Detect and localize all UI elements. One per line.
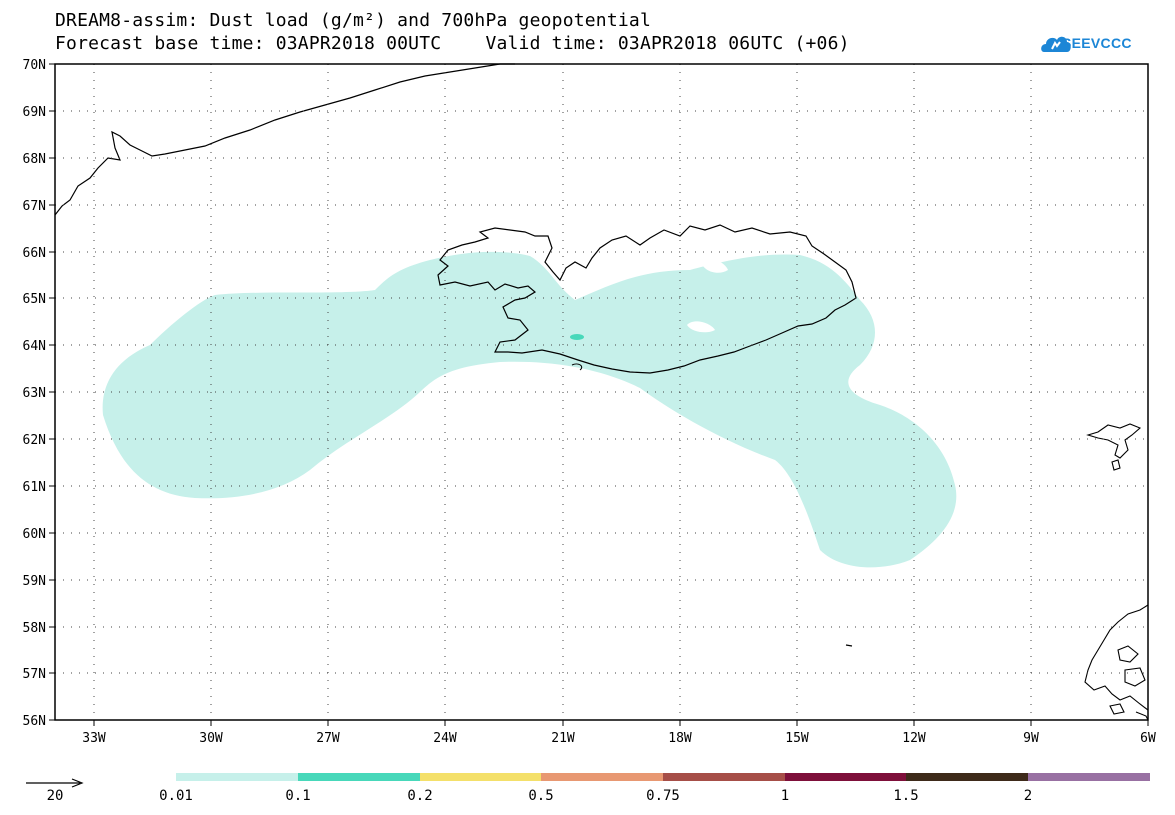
lat-label: 57N <box>23 667 46 682</box>
lat-label: 59N <box>23 574 46 589</box>
legend-swatch <box>176 773 298 781</box>
map-title: DREAM8-assim: Dust load (g/m²) and 700hP… <box>55 10 651 31</box>
lon-label: 30W <box>199 731 223 746</box>
clear-patch <box>565 265 610 282</box>
legend-label: 1.5 <box>893 788 918 804</box>
faroe-islands <box>1086 423 1142 471</box>
legend-swatch <box>1028 773 1150 781</box>
legend-swatch <box>785 773 906 781</box>
legend-swatch <box>906 773 1028 781</box>
lat-label: 69N <box>23 105 46 120</box>
lat-label: 58N <box>23 621 46 636</box>
iceland-coastline <box>437 224 857 374</box>
lon-label: 21W <box>551 731 575 746</box>
lat-label: 68N <box>23 152 46 167</box>
lon-label: 24W <box>433 731 457 746</box>
lat-label: 62N <box>23 433 46 448</box>
seevccc-logo <box>1041 36 1071 52</box>
lon-label: 15W <box>785 731 809 746</box>
graticule <box>55 64 1148 720</box>
tick-marks <box>49 63 1149 726</box>
lon-label: 27W <box>316 731 340 746</box>
lat-label: 61N <box>23 480 46 495</box>
greenland-coastline <box>54 63 515 216</box>
legend-swatch <box>541 773 663 781</box>
color-legend: 0.01 0.1 0.2 0.5 0.75 1 1.5 2 <box>159 773 1150 804</box>
legend-swatch <box>298 773 420 781</box>
lat-label: 70N <box>23 58 46 73</box>
lat-label: 60N <box>23 527 46 542</box>
legend-label: 0.75 <box>646 788 680 804</box>
vector-reference-label: 20 <box>47 788 64 804</box>
clear-patch <box>687 321 715 333</box>
lat-label: 63N <box>23 386 46 401</box>
lon-label: 9W <box>1023 731 1039 746</box>
legend-label: 0.1 <box>285 788 310 804</box>
legend-swatch <box>420 773 541 781</box>
lat-label: 64N <box>23 339 46 354</box>
rockall-islet <box>845 644 853 647</box>
legend-swatch <box>663 773 785 781</box>
lat-label: 65N <box>23 292 46 307</box>
latitude-labels: 70N 69N 68N 67N 66N 65N 64N 63N 62N 61N … <box>23 58 46 729</box>
lon-label: 18W <box>668 731 692 746</box>
legend-label: 0.2 <box>407 788 432 804</box>
clear-patch <box>700 258 728 273</box>
dust-hotspot <box>570 334 584 340</box>
dust-area <box>102 251 957 568</box>
legend-label: 0.01 <box>159 788 193 804</box>
scotland-coastline <box>1084 604 1149 721</box>
map-subtitle: Forecast base time: 03APR2018 00UTC Vali… <box>55 33 850 54</box>
lat-label: 67N <box>23 199 46 214</box>
lon-label: 33W <box>82 731 106 746</box>
logo-text: SEEVCCC <box>1062 35 1132 51</box>
legend-label: 2 <box>1024 788 1032 804</box>
legend-label: 0.5 <box>528 788 553 804</box>
arrow-head-icon <box>71 778 84 788</box>
lat-label: 66N <box>23 246 46 261</box>
longitude-labels: 33W 30W 27W 24W 21W 18W 15W 12W 9W 6W <box>82 731 1156 746</box>
vector-reference: 20 <box>26 778 84 804</box>
lon-label: 6W <box>1140 731 1156 746</box>
coastline-detail <box>571 363 583 371</box>
lat-label: 56N <box>23 714 46 729</box>
lon-label: 12W <box>902 731 926 746</box>
legend-label: 1 <box>781 788 789 804</box>
